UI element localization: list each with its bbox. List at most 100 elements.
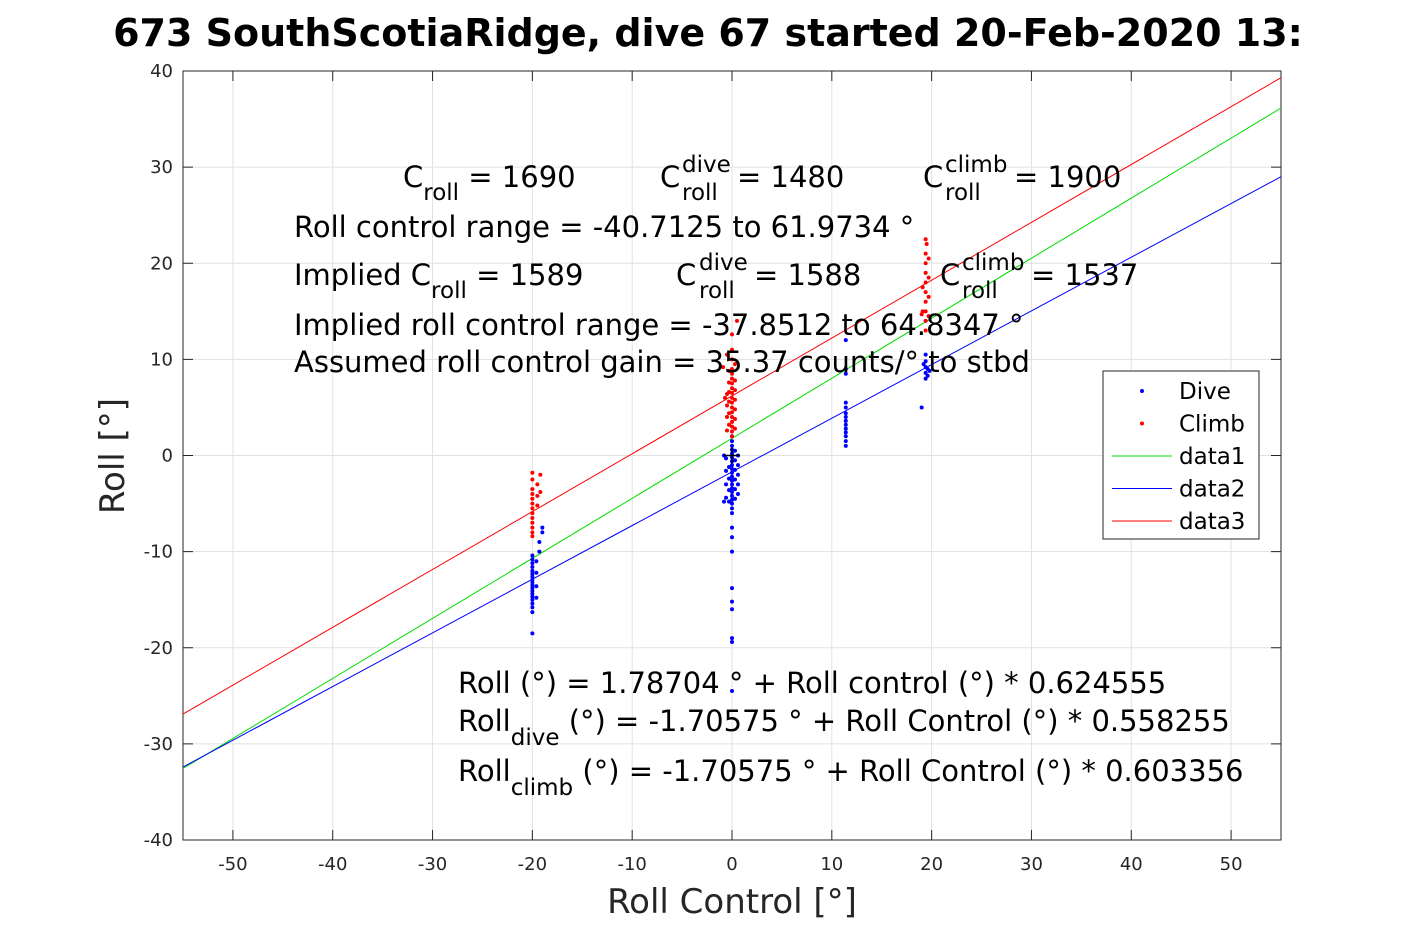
x-tick-label: 40 xyxy=(1120,854,1143,875)
roll-control-range: Roll control range = -40.7125 to 61.9734… xyxy=(294,210,914,244)
point-climb xyxy=(730,415,734,420)
y-axis-label: Roll [°] xyxy=(93,398,133,514)
point-dive xyxy=(735,472,740,477)
point-dive xyxy=(843,434,848,439)
point-climb xyxy=(725,428,730,433)
point-dive xyxy=(925,373,930,378)
fit-climb: Rollclimb (°) = -1.70575 ° + Roll Contro… xyxy=(458,754,1243,801)
point-climb xyxy=(926,275,931,280)
c-dive-sup: dive xyxy=(682,152,731,178)
point-dive xyxy=(843,439,848,444)
point-climb xyxy=(926,256,931,261)
point-climb xyxy=(535,482,540,487)
point-climb xyxy=(730,347,734,352)
c-roll-sub: roll xyxy=(423,180,459,206)
point-climb xyxy=(530,487,535,492)
point-dive xyxy=(730,501,734,506)
y-tick-label: -20 xyxy=(144,638,173,659)
point-dive xyxy=(732,448,737,453)
chart-title: 673 SouthScotiaRidge, dive 67 started 20… xyxy=(113,11,1303,55)
point-dive xyxy=(730,506,734,511)
point-dive xyxy=(530,580,535,585)
point-dive xyxy=(537,540,542,545)
point-climb xyxy=(923,261,928,266)
point-dive xyxy=(530,557,535,562)
point-dive xyxy=(534,559,539,564)
fit-dive-sub: dive xyxy=(511,725,560,751)
point-climb xyxy=(730,371,734,376)
point-dive xyxy=(730,490,734,495)
y-tick-label: 0 xyxy=(162,446,173,467)
point-climb xyxy=(727,380,732,385)
point-dive xyxy=(735,491,740,496)
x-tick-label: -40 xyxy=(318,854,347,875)
x-tick-label: 20 xyxy=(920,854,943,875)
x-tick-label: 0 xyxy=(726,854,737,875)
implied-base: Implied C xyxy=(294,258,431,292)
c-roll-value: = 1690 xyxy=(459,160,576,194)
fit-climb-sub: climb xyxy=(511,775,573,801)
fit-climb-base: Roll xyxy=(458,754,511,788)
implied-climb-base: C xyxy=(940,258,960,292)
point-dive xyxy=(730,474,734,479)
point-climb xyxy=(535,503,540,508)
y-tick-label: 20 xyxy=(150,253,173,274)
point-dive xyxy=(537,549,542,554)
point-dive xyxy=(730,639,734,644)
point-climb xyxy=(732,416,737,421)
point-climb xyxy=(725,415,730,420)
point-dive xyxy=(730,470,734,475)
point-dive xyxy=(530,571,535,576)
point-dive xyxy=(843,400,848,405)
point-dive xyxy=(730,443,734,448)
x-tick-label: 30 xyxy=(1020,854,1043,875)
implied-sub: roll xyxy=(431,278,467,304)
point-dive xyxy=(730,482,734,487)
legend-marker-dive xyxy=(1140,389,1144,393)
point-dive xyxy=(530,574,535,579)
implied-range: Implied roll control range = -37.8512 to… xyxy=(294,308,1024,342)
point-dive xyxy=(843,411,848,416)
point-dive xyxy=(735,463,740,468)
point-dive xyxy=(923,359,928,364)
point-dive xyxy=(843,366,848,371)
point-dive xyxy=(732,458,737,463)
x-tick-label: 50 xyxy=(1220,854,1243,875)
point-climb xyxy=(919,312,924,317)
point-climb xyxy=(732,378,737,383)
point-dive xyxy=(730,439,734,444)
point-dive xyxy=(730,599,734,604)
point-dive xyxy=(843,443,848,448)
point-climb xyxy=(734,318,739,323)
point-dive xyxy=(530,631,535,636)
point-dive xyxy=(540,525,545,530)
fit-dive-rest: (°) = -1.70575 ° + Roll Control (°) * 0.… xyxy=(559,704,1229,738)
point-climb xyxy=(923,309,928,314)
point-dive xyxy=(724,456,729,461)
point-climb xyxy=(725,352,730,357)
point-dive xyxy=(540,530,545,535)
point-climb xyxy=(530,496,535,501)
point-climb xyxy=(530,534,535,539)
point-climb xyxy=(732,407,737,412)
point-climb xyxy=(730,429,734,434)
x-tick-label: -30 xyxy=(418,854,447,875)
x-tick-label: -50 xyxy=(218,854,247,875)
point-dive xyxy=(530,589,535,594)
c-dive-annotation: C xyxy=(660,160,680,194)
point-dive xyxy=(530,594,535,599)
point-dive xyxy=(534,570,539,575)
point-dive xyxy=(530,553,535,558)
point-climb xyxy=(732,426,737,431)
point-climb xyxy=(730,395,734,400)
point-dive xyxy=(724,495,729,500)
legend-label-data2: data2 xyxy=(1179,477,1245,503)
point-dive xyxy=(732,467,737,472)
fit-dive: Rolldive (°) = -1.70575 ° + Roll Control… xyxy=(458,704,1230,751)
point-dive xyxy=(530,583,535,588)
point-dive xyxy=(530,565,535,570)
y-tick-label: -30 xyxy=(144,734,173,755)
point-climb xyxy=(730,434,734,439)
x-tick-label: 10 xyxy=(820,854,843,875)
c-roll-annotation: Croll = 1690 xyxy=(403,160,576,206)
